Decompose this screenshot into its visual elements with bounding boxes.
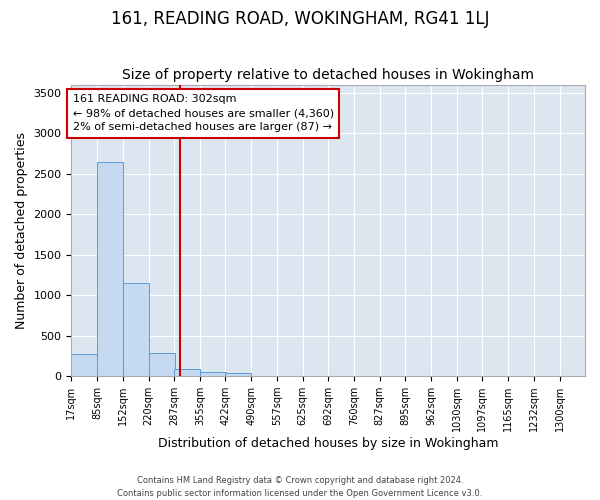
Y-axis label: Number of detached properties: Number of detached properties xyxy=(15,132,28,329)
Bar xyxy=(97,162,123,376)
Bar xyxy=(71,354,97,376)
Bar xyxy=(226,374,251,376)
Text: 161, READING ROAD, WOKINGHAM, RG41 1LJ: 161, READING ROAD, WOKINGHAM, RG41 1LJ xyxy=(111,10,489,28)
Bar xyxy=(149,353,175,376)
Bar xyxy=(200,372,226,376)
Text: 161 READING ROAD: 302sqm
← 98% of detached houses are smaller (4,360)
2% of semi: 161 READING ROAD: 302sqm ← 98% of detach… xyxy=(73,94,334,132)
Text: Contains HM Land Registry data © Crown copyright and database right 2024.
Contai: Contains HM Land Registry data © Crown c… xyxy=(118,476,482,498)
X-axis label: Distribution of detached houses by size in Wokingham: Distribution of detached houses by size … xyxy=(158,437,499,450)
Title: Size of property relative to detached houses in Wokingham: Size of property relative to detached ho… xyxy=(122,68,534,82)
Bar xyxy=(174,370,200,376)
Bar xyxy=(123,283,149,376)
